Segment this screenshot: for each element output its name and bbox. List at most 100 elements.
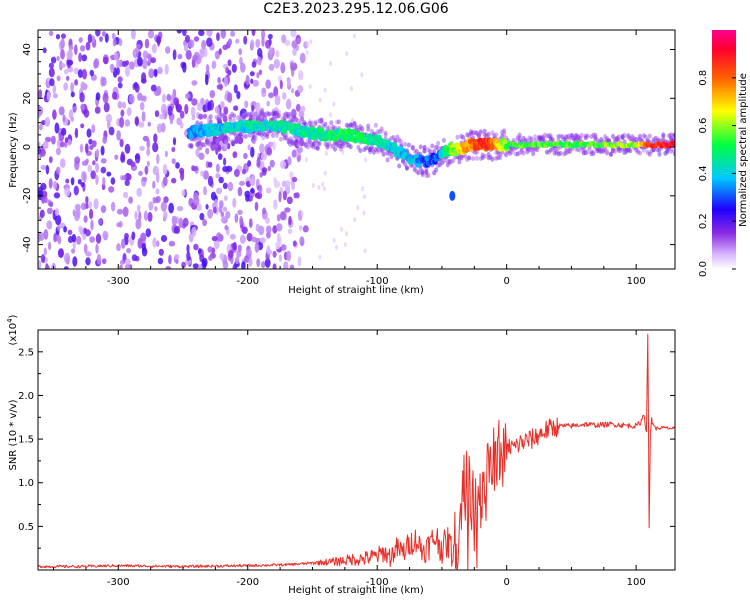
ridge-halo	[434, 167, 439, 173]
ridge-halo	[389, 154, 394, 160]
noise-cell	[239, 180, 245, 186]
noise-cell	[85, 41, 91, 51]
noise-cell	[99, 36, 103, 42]
noise-cell	[243, 35, 248, 45]
noise-cell	[215, 173, 221, 179]
noise-cell	[93, 59, 98, 69]
spectrogram-y-label: Frequency (Hz)	[8, 112, 19, 188]
ridge-halo	[296, 141, 301, 147]
noise-cell	[142, 135, 149, 142]
x-tick-label: -100	[366, 276, 389, 287]
noise-cell	[282, 92, 287, 100]
noise-cell	[186, 244, 190, 254]
ridge-halo	[482, 153, 487, 159]
noise-cell	[83, 215, 88, 223]
noise-cell	[259, 143, 265, 154]
noise-cell	[70, 177, 75, 186]
noise-cell	[89, 236, 95, 243]
noise-cell	[122, 101, 126, 109]
ridge-halo	[467, 155, 472, 161]
noise-cell	[232, 263, 237, 269]
noise-cell	[83, 243, 88, 254]
ridge-halo	[226, 136, 231, 142]
noise-cell	[108, 186, 115, 193]
noise-cell	[188, 39, 195, 49]
y-tick-label: 2.0	[18, 391, 34, 402]
noise-cell	[291, 40, 298, 49]
ridge-halo	[210, 140, 215, 146]
noise-cell	[119, 259, 125, 266]
noise-cell	[55, 147, 61, 156]
ridge-halo	[366, 123, 371, 129]
noise-cell	[61, 127, 67, 136]
noise-cell	[235, 256, 240, 265]
x-tick-label: 100	[627, 577, 646, 588]
ridge-halo	[197, 140, 202, 146]
noise-cell	[237, 186, 243, 197]
noise-cell	[46, 220, 53, 230]
noise-cell	[218, 200, 224, 209]
noise-cell	[181, 189, 186, 197]
ridge-halo	[436, 145, 441, 151]
ridge-halo	[208, 119, 213, 125]
noise-cell	[116, 58, 120, 70]
noise-cell	[150, 84, 157, 92]
spectrogram-x-axis: -300 -200 -100 0 100	[53, 30, 646, 287]
noise-cell	[318, 254, 322, 260]
ridge-halo	[234, 139, 239, 144]
ridge-halo	[309, 120, 314, 126]
noise-cell	[96, 253, 102, 265]
noise-cell	[177, 53, 183, 60]
noise-cell	[261, 261, 266, 269]
noise-cell	[102, 176, 106, 187]
noise-cell	[124, 119, 131, 127]
noise-cell	[256, 156, 261, 168]
noise-cell	[211, 236, 218, 242]
noise-cell	[298, 70, 304, 81]
noise-cell	[152, 142, 159, 153]
noise-cell	[200, 170, 205, 177]
noise-cell	[59, 248, 64, 257]
noise-cell	[163, 196, 169, 204]
noise-cell	[241, 261, 246, 269]
noise-cell	[55, 34, 61, 40]
noise-cell	[81, 54, 88, 62]
noise-cell	[89, 208, 94, 220]
noise-cell	[285, 180, 291, 188]
noise-cell	[113, 51, 119, 61]
noise-cell	[103, 102, 110, 113]
noise-cell	[362, 210, 366, 216]
ridge-halo	[647, 133, 652, 139]
noise-cell	[67, 229, 73, 235]
noise-cell	[280, 244, 287, 251]
noise-cell	[268, 92, 274, 99]
snr-panel: -300 -200 -100 0 100 0.5 1.0 1.5 2.0 2.5 Height …	[6, 314, 676, 596]
noise-cell	[152, 237, 157, 248]
noise-cell	[119, 116, 125, 128]
noise-cell	[91, 124, 96, 134]
noise-cell	[160, 103, 167, 115]
noise-cell	[117, 101, 123, 109]
noise-cell	[356, 205, 360, 211]
noise-cell	[55, 166, 61, 175]
noise-cell	[124, 232, 129, 240]
noise-cell	[51, 262, 57, 269]
noise-cell	[90, 219, 94, 231]
noise-cell	[45, 164, 50, 175]
spectrogram-cells	[38, 30, 675, 269]
ridge-halo	[193, 137, 198, 142]
noise-cell	[63, 68, 69, 75]
noise-cell	[272, 225, 278, 234]
noise-cell	[55, 214, 62, 226]
noise-cell	[156, 153, 160, 165]
noise-cell	[110, 177, 116, 185]
noise-cell	[250, 78, 254, 84]
ridge-halo	[502, 131, 507, 137]
noise-cell	[112, 91, 117, 100]
ridge-halo	[284, 135, 289, 141]
noise-cell	[154, 206, 158, 212]
noise-cell	[255, 38, 261, 48]
noise-cell	[183, 44, 189, 52]
noise-cell	[49, 201, 54, 208]
noise-cell	[272, 141, 276, 151]
